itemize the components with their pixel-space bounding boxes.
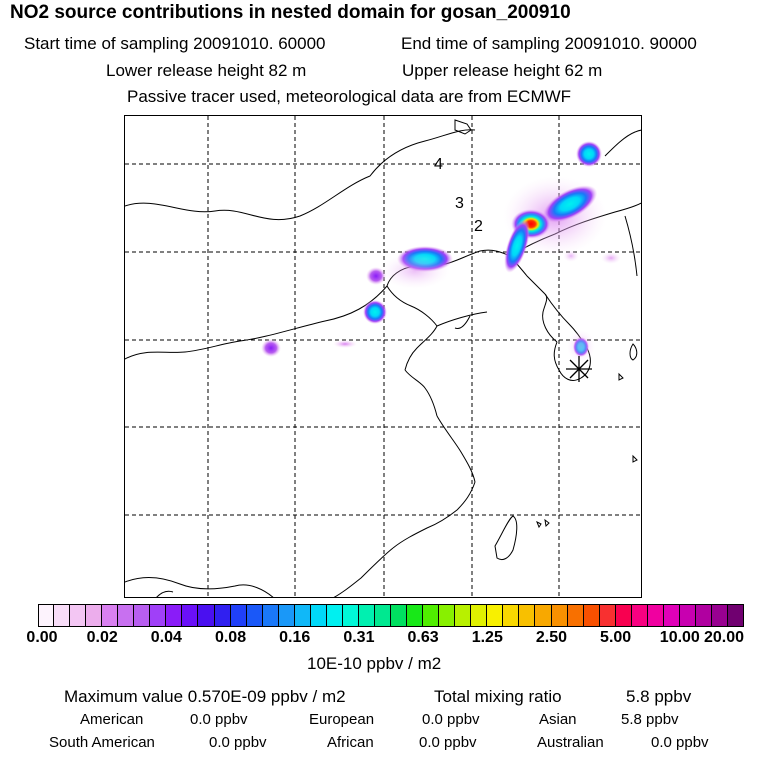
colorbar-cell [439, 604, 456, 627]
colorbar-cell [551, 604, 568, 627]
colorbar-cell [423, 604, 440, 627]
region-value-south-american: 0.0 ppbv [209, 734, 267, 751]
colorbar-cell [407, 604, 424, 627]
region-value-american: 0.0 ppbv [190, 711, 248, 728]
colorbar-tick-label: 20.00 [703, 629, 745, 646]
region-name-asian: Asian [539, 711, 577, 728]
start-time-label: Start time of sampling 20091010. 60000 [24, 34, 326, 53]
upper-release-label: Upper release height 62 m [402, 61, 603, 80]
total-mixing-label: Total mixing ratio [434, 687, 562, 706]
region-value-european: 0.0 ppbv [422, 711, 480, 728]
contour-label-2: 2 [474, 218, 483, 235]
plume-far-west [261, 339, 281, 357]
plume-east-faint-2 [563, 250, 579, 262]
colorbar-cell [663, 604, 680, 627]
colorbar-cell [182, 604, 199, 627]
lower-release-label: Lower release height 82 m [106, 61, 307, 80]
region-name-african: African [327, 734, 374, 751]
colorbar-cell [503, 604, 520, 627]
max-value-label: Maximum value 0.570E-09 ppbv / m2 [64, 687, 346, 706]
colorbar-cell [391, 604, 408, 627]
plumes [261, 141, 621, 362]
plume-mid-faint [333, 340, 357, 348]
colorbar-cell [118, 604, 135, 627]
colorbar-unit: 10E-10 ppbv / m2 [307, 654, 442, 673]
colorbar-tick-label: 5.00 [600, 629, 632, 646]
plume-center-halo [380, 253, 450, 289]
colorbar-cell [214, 604, 231, 627]
colorbar-cell [166, 604, 183, 627]
colorbar-cell [134, 604, 151, 627]
plume-east-faint [601, 252, 621, 264]
plume-north [576, 141, 602, 167]
colorbar-cell [198, 604, 215, 627]
colorbar-cell [70, 604, 87, 627]
colorbar-cell [246, 604, 263, 627]
colorbar-cell [567, 604, 584, 627]
chart-title: NO2 source contributions in nested domai… [10, 2, 571, 23]
region-name-american: American [80, 711, 144, 728]
colorbar-tick-label: 1.25 [471, 629, 503, 646]
colorbar-cell [583, 604, 600, 627]
map-canvas: 4 3 2 [125, 116, 641, 597]
colorbar-cell [728, 604, 745, 627]
colorbar-cell [631, 604, 648, 627]
contour-label-3: 3 [455, 195, 464, 212]
colorbar-tick-label: 0.63 [407, 629, 439, 646]
total-mixing-value: 5.8 ppbv [626, 687, 692, 706]
colorbar-cell [487, 604, 504, 627]
contour-label-4: 4 [434, 156, 443, 173]
colorbar-tick-label: 0.31 [343, 629, 375, 646]
plume-east-stem [504, 219, 530, 273]
region-name-south-american: South American [49, 734, 155, 751]
colorbar-cell [150, 604, 167, 627]
region-value-australian: 0.0 ppbv [651, 734, 709, 751]
colorbar-cell [262, 604, 279, 627]
colorbar-tick-label: 0.16 [279, 629, 311, 646]
colorbar [38, 604, 745, 627]
colorbar-cell [358, 604, 375, 627]
tracer-note: Passive tracer used, meteorological data… [127, 87, 572, 106]
colorbar-cell [278, 604, 295, 627]
colorbar-cell [86, 604, 103, 627]
region-name-australian: Australian [537, 734, 604, 751]
colorbar-cell [679, 604, 696, 627]
colorbar-cell [54, 604, 71, 627]
receptor-asterisk-icon [566, 356, 592, 382]
end-time-label: End time of sampling 20091010. 90000 [401, 34, 697, 53]
region-value-asian: 5.8 ppbv [621, 711, 679, 728]
colorbar-tick-label: 0.00 [26, 629, 58, 646]
colorbar-cell [599, 604, 616, 627]
colorbar-cell [326, 604, 343, 627]
plume-east-tail [542, 185, 598, 223]
region-value-african: 0.0 ppbv [419, 734, 477, 751]
plume-west-small [366, 267, 386, 285]
colorbar-cell [695, 604, 712, 627]
colorbar-cell [535, 604, 552, 627]
colorbar-tick-label: 0.02 [86, 629, 118, 646]
colorbar-cell [230, 604, 247, 627]
colorbar-cell [310, 604, 327, 627]
colorbar-cell [455, 604, 472, 627]
colorbar-cell [294, 604, 311, 627]
colorbar-cell [615, 604, 632, 627]
colorbar-cell [374, 604, 392, 627]
colorbar-tick-label: 0.08 [214, 629, 247, 646]
plume-korea-halo [567, 330, 595, 362]
map-panel: 4 3 2 [124, 115, 642, 598]
colorbar-cell [711, 604, 729, 627]
colorbar-cell [102, 604, 119, 627]
colorbar-cell [471, 604, 488, 627]
region-name-european: European [309, 711, 375, 728]
colorbar-cell [647, 604, 664, 627]
colorbar-tick-label: 10.00 [659, 629, 700, 646]
colorbar-cell [38, 604, 55, 627]
colorbar-tick-label: 2.50 [535, 629, 568, 646]
colorbar-cell [342, 604, 359, 627]
colorbar-cell [519, 604, 536, 627]
colorbar-tick-label: 0.04 [150, 629, 182, 646]
plume-west [363, 300, 387, 324]
